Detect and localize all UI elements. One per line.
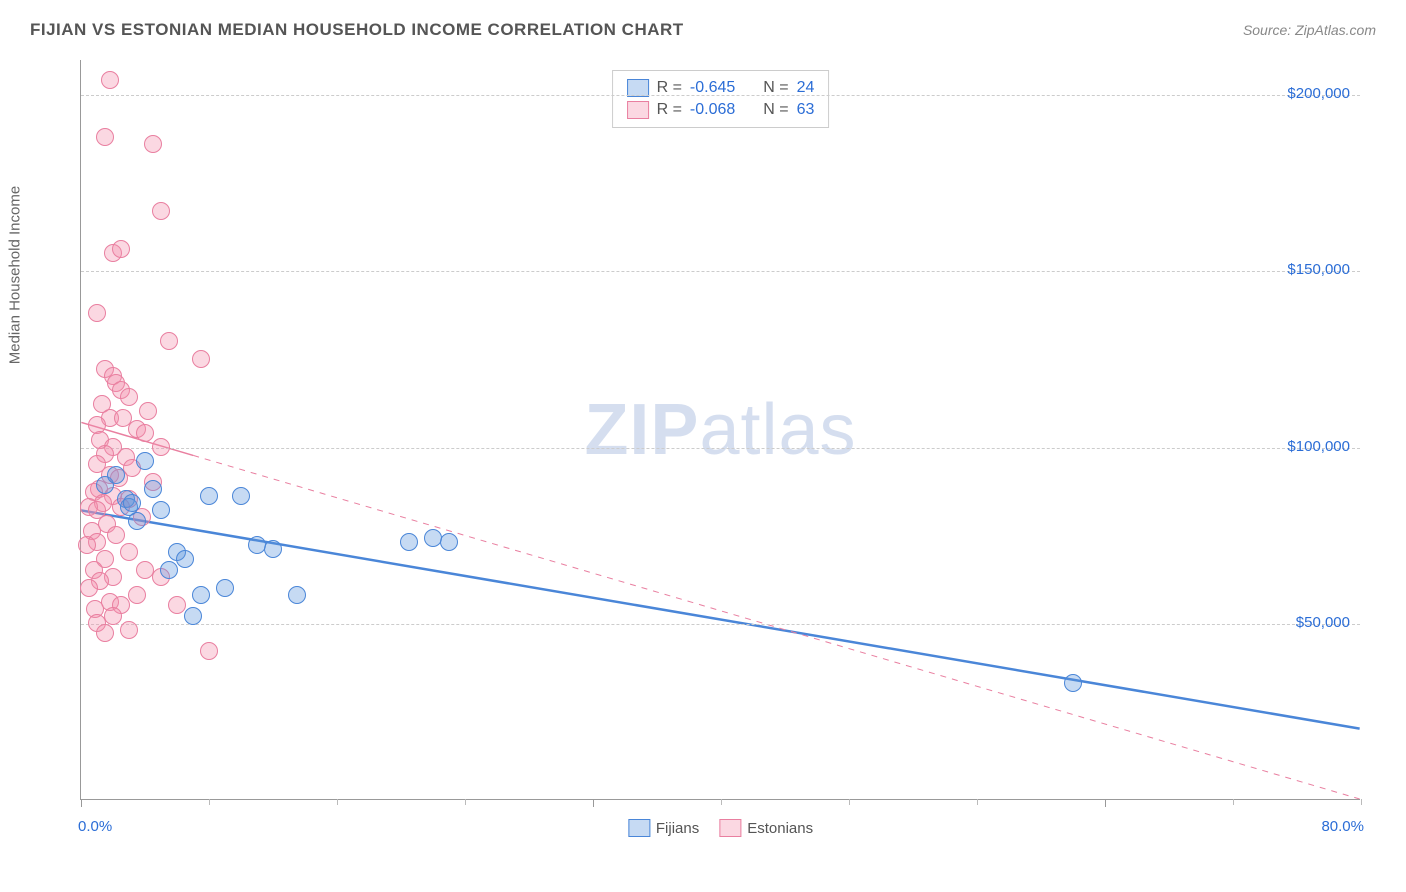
y-axis-label: Median Household Income [7,186,24,364]
data-point [120,388,138,406]
x-tick-minor [465,799,466,805]
x-tick-minor [721,799,722,805]
x-tick-minor [209,799,210,805]
data-point [248,536,266,554]
x-tick [81,799,82,807]
data-point [123,494,141,512]
y-tick-label: $50,000 [1296,614,1350,631]
x-start: 0.0% [78,818,112,835]
data-point [80,579,98,597]
data-point [128,586,146,604]
data-point [78,536,96,554]
trend-lines [81,60,1360,799]
gridline [81,448,1360,449]
legend-swatch [627,101,649,119]
x-tick-minor [337,799,338,805]
data-point [200,487,218,505]
data-point [128,512,146,530]
watermark: ZIPatlas [584,389,856,471]
plot-region: ZIPatlas R = -0.645 N = 24 R = -0.068 N … [80,60,1360,800]
legend-item: Fijians [628,819,699,837]
legend-swatch [719,819,741,837]
data-point [112,240,130,258]
chart-area: Median Household Income ZIPatlas R = -0.… [30,50,1376,840]
data-point [152,438,170,456]
legend-row: R = -0.068 N = 63 [627,99,815,121]
data-point [120,621,138,639]
data-point [101,71,119,89]
x-tick-minor [1361,799,1362,805]
x-tick [593,799,594,807]
gridline [81,271,1360,272]
data-point [264,540,282,558]
data-point [176,550,194,568]
data-point [288,586,306,604]
gridline [81,95,1360,96]
series-legend: Fijians Estonians [628,819,813,837]
data-point [400,533,418,551]
data-point [160,561,178,579]
data-point [144,480,162,498]
data-point [144,135,162,153]
x-tick-minor [849,799,850,805]
data-point [160,332,178,350]
data-point [152,202,170,220]
gridline [81,624,1360,625]
data-point [184,607,202,625]
data-point [107,466,125,484]
correlation-legend: R = -0.645 N = 24 R = -0.068 N = 63 [612,70,830,128]
data-point [139,402,157,420]
data-point [152,501,170,519]
data-point [192,586,210,604]
data-point [104,607,122,625]
source-label: Source: ZipAtlas.com [1243,22,1376,38]
data-point [136,452,154,470]
data-point [440,533,458,551]
data-point [1064,674,1082,692]
x-end: 80.0% [1321,818,1364,835]
data-point [136,424,154,442]
data-point [96,624,114,642]
y-tick-label: $150,000 [1287,261,1350,278]
data-point [107,526,125,544]
data-point [200,642,218,660]
data-point [120,543,138,561]
data-point [96,128,114,146]
y-tick-label: $200,000 [1287,85,1350,102]
data-point [216,579,234,597]
x-tick [1105,799,1106,807]
legend-swatch [628,819,650,837]
x-tick-minor [977,799,978,805]
data-point [424,529,442,547]
y-tick-label: $100,000 [1287,438,1350,455]
data-point [192,350,210,368]
data-point [232,487,250,505]
chart-title: FIJIAN VS ESTONIAN MEDIAN HOUSEHOLD INCO… [30,20,684,40]
data-point [168,596,186,614]
legend-item: Estonians [719,819,813,837]
x-tick-minor [1233,799,1234,805]
data-point [88,304,106,322]
